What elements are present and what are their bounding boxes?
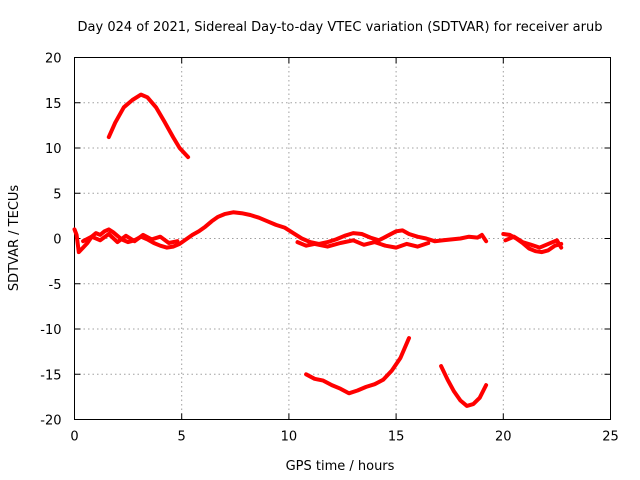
axis-ticks: 0 5 10 15 20 25 -20 -15 -10 -5 0 5 10 15 20	[40, 52, 619, 445]
series-arc-1	[106, 92, 191, 160]
y-tick-label: -20	[40, 414, 61, 429]
y-tick-label: -10	[40, 323, 61, 338]
x-tick-label: 5	[178, 430, 186, 445]
series-arc-4	[295, 238, 431, 250]
x-tick-label: 15	[388, 430, 405, 445]
y-tick-label: 15	[45, 97, 62, 112]
y-tick-label: 20	[45, 52, 62, 67]
x-tick-label: 10	[281, 430, 298, 445]
series-arc-8	[503, 234, 564, 250]
y-axis-label: SDTVAR / TECUs	[7, 185, 22, 292]
x-tick-label: 25	[602, 430, 619, 445]
y-tick-label: -5	[49, 278, 62, 293]
series-arc-6	[439, 364, 489, 408]
x-axis-label: GPS time / hours	[286, 459, 395, 474]
chart-title: Day 024 of 2021, Sidereal Day-to-day VTE…	[78, 20, 603, 35]
y-tick-label: 0	[53, 233, 61, 248]
y-tick-label: 10	[45, 142, 62, 157]
x-tick-label: 20	[495, 430, 512, 445]
series-arc-5	[304, 336, 411, 396]
series-arc-2	[72, 210, 489, 255]
x-tick-label: 0	[70, 430, 78, 445]
y-tick-label: -15	[40, 368, 61, 383]
y-tick-label: 5	[53, 187, 61, 202]
series-group	[72, 92, 564, 408]
series-arc-3	[81, 232, 180, 245]
grid	[74, 57, 611, 420]
